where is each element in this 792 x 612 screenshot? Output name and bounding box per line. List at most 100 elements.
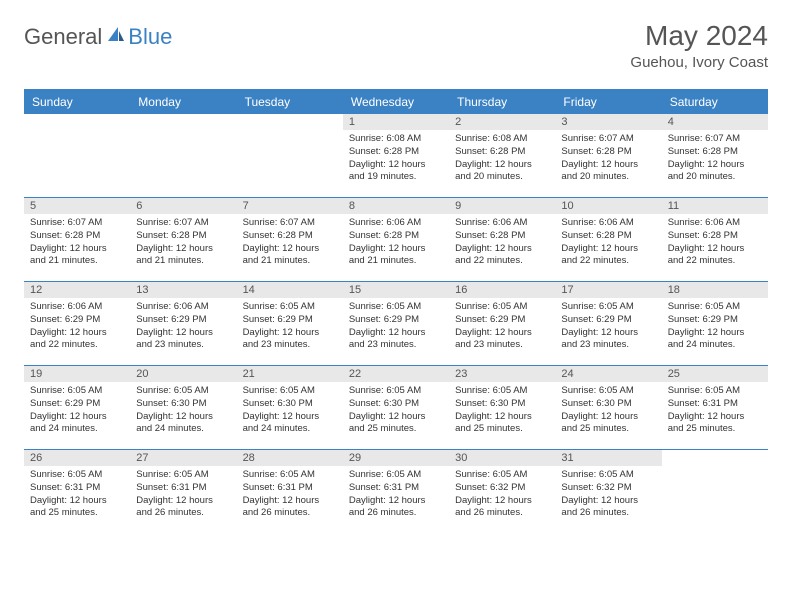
calendar-week: 5Sunrise: 6:07 AMSunset: 6:28 PMDaylight… [24,198,768,282]
day-number: 7 [237,198,343,214]
calendar-week: 12Sunrise: 6:06 AMSunset: 6:29 PMDayligh… [24,282,768,366]
calendar-cell: 23Sunrise: 6:05 AMSunset: 6:30 PMDayligh… [449,366,555,450]
day-details: Sunrise: 6:07 AMSunset: 6:28 PMDaylight:… [555,130,661,188]
day-details: Sunrise: 6:05 AMSunset: 6:29 PMDaylight:… [662,298,768,356]
calendar-cell: 6Sunrise: 6:07 AMSunset: 6:28 PMDaylight… [130,198,236,282]
day-number: 3 [555,114,661,130]
calendar-week: 26Sunrise: 6:05 AMSunset: 6:31 PMDayligh… [24,450,768,534]
day-header: Wednesday [343,90,449,114]
day-details: Sunrise: 6:06 AMSunset: 6:28 PMDaylight:… [662,214,768,272]
day-header: Tuesday [237,90,343,114]
day-details: Sunrise: 6:06 AMSunset: 6:29 PMDaylight:… [24,298,130,356]
calendar-table: SundayMondayTuesdayWednesdayThursdayFrid… [24,89,768,534]
day-number: 14 [237,282,343,298]
day-details: Sunrise: 6:06 AMSunset: 6:28 PMDaylight:… [449,214,555,272]
day-details: Sunrise: 6:05 AMSunset: 6:29 PMDaylight:… [449,298,555,356]
day-number: 11 [662,198,768,214]
calendar-cell: 4Sunrise: 6:07 AMSunset: 6:28 PMDaylight… [662,114,768,198]
day-details: Sunrise: 6:05 AMSunset: 6:31 PMDaylight:… [662,382,768,440]
calendar-cell: 26Sunrise: 6:05 AMSunset: 6:31 PMDayligh… [24,450,130,534]
month-title: May 2024 [630,20,768,52]
calendar-cell: 27Sunrise: 6:05 AMSunset: 6:31 PMDayligh… [130,450,236,534]
day-details: Sunrise: 6:05 AMSunset: 6:32 PMDaylight:… [449,466,555,524]
day-details: Sunrise: 6:05 AMSunset: 6:31 PMDaylight:… [237,466,343,524]
day-details: Sunrise: 6:05 AMSunset: 6:30 PMDaylight:… [343,382,449,440]
calendar-cell: 28Sunrise: 6:05 AMSunset: 6:31 PMDayligh… [237,450,343,534]
calendar-cell: 1Sunrise: 6:08 AMSunset: 6:28 PMDaylight… [343,114,449,198]
day-number: 10 [555,198,661,214]
calendar-cell: 29Sunrise: 6:05 AMSunset: 6:31 PMDayligh… [343,450,449,534]
calendar-cell: 12Sunrise: 6:06 AMSunset: 6:29 PMDayligh… [24,282,130,366]
day-number: 19 [24,366,130,382]
calendar-cell: 7Sunrise: 6:07 AMSunset: 6:28 PMDaylight… [237,198,343,282]
calendar-cell: 3Sunrise: 6:07 AMSunset: 6:28 PMDaylight… [555,114,661,198]
calendar-cell: 11Sunrise: 6:06 AMSunset: 6:28 PMDayligh… [662,198,768,282]
day-header: Thursday [449,90,555,114]
calendar-cell [130,114,236,198]
day-number: 21 [237,366,343,382]
day-number: 28 [237,450,343,466]
day-details: Sunrise: 6:06 AMSunset: 6:29 PMDaylight:… [130,298,236,356]
calendar-cell: 5Sunrise: 6:07 AMSunset: 6:28 PMDaylight… [24,198,130,282]
day-details: Sunrise: 6:05 AMSunset: 6:29 PMDaylight:… [237,298,343,356]
day-header: Monday [130,90,236,114]
day-number: 18 [662,282,768,298]
location: Guehou, Ivory Coast [630,54,768,71]
day-details: Sunrise: 6:05 AMSunset: 6:31 PMDaylight:… [343,466,449,524]
day-details: Sunrise: 6:05 AMSunset: 6:29 PMDaylight:… [343,298,449,356]
day-details: Sunrise: 6:05 AMSunset: 6:30 PMDaylight:… [449,382,555,440]
calendar-cell: 31Sunrise: 6:05 AMSunset: 6:32 PMDayligh… [555,450,661,534]
logo-text-blue: Blue [128,24,172,50]
calendar-cell: 14Sunrise: 6:05 AMSunset: 6:29 PMDayligh… [237,282,343,366]
calendar-cell: 18Sunrise: 6:05 AMSunset: 6:29 PMDayligh… [662,282,768,366]
calendar-header-row: SundayMondayTuesdayWednesdayThursdayFrid… [24,90,768,114]
day-number: 1 [343,114,449,130]
day-details: Sunrise: 6:05 AMSunset: 6:30 PMDaylight:… [555,382,661,440]
day-number: 17 [555,282,661,298]
day-details: Sunrise: 6:08 AMSunset: 6:28 PMDaylight:… [343,130,449,188]
calendar-week: 19Sunrise: 6:05 AMSunset: 6:29 PMDayligh… [24,366,768,450]
calendar-cell: 22Sunrise: 6:05 AMSunset: 6:30 PMDayligh… [343,366,449,450]
day-details: Sunrise: 6:06 AMSunset: 6:28 PMDaylight:… [343,214,449,272]
day-number: 22 [343,366,449,382]
calendar-cell: 10Sunrise: 6:06 AMSunset: 6:28 PMDayligh… [555,198,661,282]
day-details: Sunrise: 6:05 AMSunset: 6:31 PMDaylight:… [130,466,236,524]
calendar-cell: 30Sunrise: 6:05 AMSunset: 6:32 PMDayligh… [449,450,555,534]
day-number: 26 [24,450,130,466]
day-details: Sunrise: 6:07 AMSunset: 6:28 PMDaylight:… [130,214,236,272]
logo: General Blue [24,24,172,50]
logo-sail-icon [106,25,126,50]
day-number: 13 [130,282,236,298]
calendar-cell: 20Sunrise: 6:05 AMSunset: 6:30 PMDayligh… [130,366,236,450]
calendar-cell: 16Sunrise: 6:05 AMSunset: 6:29 PMDayligh… [449,282,555,366]
calendar-cell [237,114,343,198]
day-header: Friday [555,90,661,114]
day-number: 25 [662,366,768,382]
day-number: 8 [343,198,449,214]
day-number: 4 [662,114,768,130]
day-number: 27 [130,450,236,466]
calendar-cell: 17Sunrise: 6:05 AMSunset: 6:29 PMDayligh… [555,282,661,366]
day-number: 29 [343,450,449,466]
day-details: Sunrise: 6:05 AMSunset: 6:30 PMDaylight:… [237,382,343,440]
calendar-cell: 9Sunrise: 6:06 AMSunset: 6:28 PMDaylight… [449,198,555,282]
day-number: 9 [449,198,555,214]
day-number: 30 [449,450,555,466]
day-details: Sunrise: 6:05 AMSunset: 6:32 PMDaylight:… [555,466,661,524]
day-details: Sunrise: 6:05 AMSunset: 6:29 PMDaylight:… [555,298,661,356]
calendar-cell: 24Sunrise: 6:05 AMSunset: 6:30 PMDayligh… [555,366,661,450]
calendar-cell [24,114,130,198]
day-details: Sunrise: 6:07 AMSunset: 6:28 PMDaylight:… [24,214,130,272]
calendar-cell: 13Sunrise: 6:06 AMSunset: 6:29 PMDayligh… [130,282,236,366]
calendar-cell [662,450,768,534]
day-header: Saturday [662,90,768,114]
day-number: 12 [24,282,130,298]
logo-text-general: General [24,24,102,50]
day-details: Sunrise: 6:05 AMSunset: 6:31 PMDaylight:… [24,466,130,524]
day-details: Sunrise: 6:07 AMSunset: 6:28 PMDaylight:… [237,214,343,272]
calendar-cell: 19Sunrise: 6:05 AMSunset: 6:29 PMDayligh… [24,366,130,450]
day-details: Sunrise: 6:05 AMSunset: 6:29 PMDaylight:… [24,382,130,440]
calendar-cell: 2Sunrise: 6:08 AMSunset: 6:28 PMDaylight… [449,114,555,198]
header: General Blue May 2024 Guehou, Ivory Coas… [24,20,768,71]
day-details: Sunrise: 6:06 AMSunset: 6:28 PMDaylight:… [555,214,661,272]
